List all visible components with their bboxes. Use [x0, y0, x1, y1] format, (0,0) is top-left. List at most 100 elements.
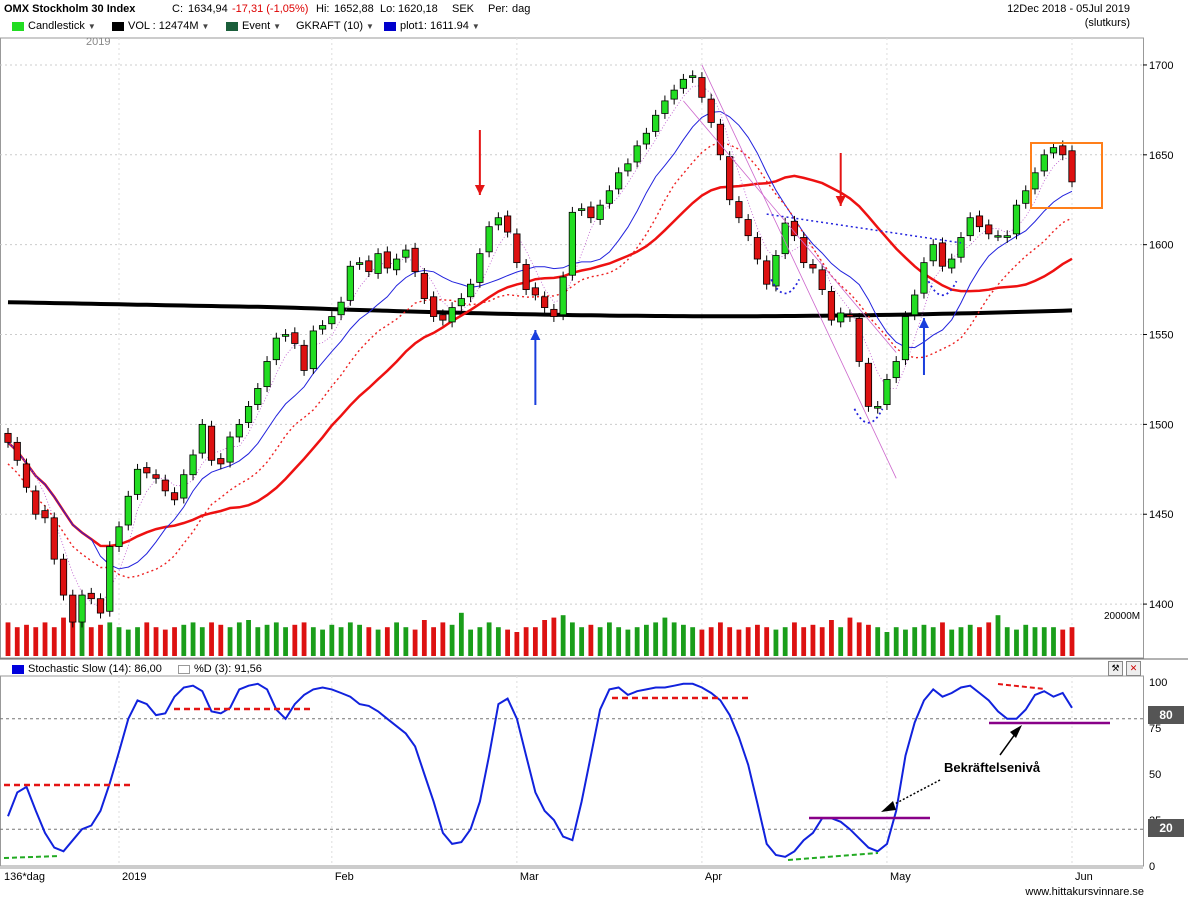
candle-body — [975, 215, 984, 228]
period-label: Per: — [488, 3, 509, 15]
candle-body — [652, 114, 660, 132]
volume-bar — [477, 627, 483, 656]
volume-bar — [135, 627, 140, 656]
stoch-tick-label: 75 — [1149, 723, 1161, 735]
volume-bar — [227, 627, 233, 656]
candle-body — [587, 206, 595, 219]
volume-bar — [856, 622, 862, 656]
chevron-down-icon[interactable]: ▼ — [273, 22, 282, 31]
volume-bar — [616, 627, 622, 656]
wrench-icon[interactable]: ⚒ — [1108, 661, 1123, 676]
legend-candlestick[interactable]: Candlestick ▼ — [12, 18, 96, 34]
plot1-swatch-icon — [384, 21, 396, 31]
candle-body — [744, 219, 752, 237]
candle-body — [50, 517, 58, 560]
candle-body — [615, 172, 623, 190]
legend-event[interactable]: Event ▼ — [226, 18, 281, 34]
candle-body — [827, 290, 836, 321]
candle-body — [180, 474, 188, 499]
volume-bar — [782, 627, 788, 656]
instrument-title: OMX Stockholm 30 Index — [4, 3, 136, 15]
volume-bar — [625, 629, 631, 656]
volume-bar — [662, 617, 668, 656]
buy-arrow-head — [918, 318, 929, 328]
candle-body — [550, 308, 558, 317]
candlestick-swatch-icon — [12, 21, 24, 31]
volume-bar — [357, 624, 362, 656]
divergence-arrow — [3, 855, 61, 859]
candle-body — [13, 441, 21, 461]
volume-bar — [745, 627, 751, 656]
volume-bar — [903, 629, 908, 656]
hi-label: Hi: — [316, 3, 330, 15]
volume-bar — [273, 622, 279, 656]
volume-bar — [384, 627, 390, 656]
volume-bar — [542, 620, 548, 656]
candle-body — [513, 233, 521, 264]
volume-bar — [209, 622, 214, 656]
candle-body — [605, 190, 613, 204]
candle-body — [41, 510, 49, 519]
close-icon[interactable]: ✕ — [1126, 661, 1141, 676]
plot1-line — [7, 110, 1073, 570]
volume-swatch-icon — [112, 21, 124, 31]
price-tick-label: 1550 — [1149, 330, 1173, 342]
volume-bar — [172, 627, 177, 656]
candle-body — [1040, 154, 1048, 172]
close-value: 1634,94 — [188, 3, 228, 15]
candle-body — [846, 314, 854, 317]
date-range: 12Dec 2018 - 05Jul 2019 — [1007, 3, 1130, 15]
legend-plot1[interactable]: plot1: 1611.94 ▼ — [384, 18, 480, 34]
chevron-down-icon[interactable]: ▼ — [366, 22, 374, 31]
stoch-swatch-icon — [12, 664, 24, 674]
event-swatch-icon — [226, 21, 238, 31]
candle-body — [161, 479, 169, 492]
candle-body — [920, 262, 928, 294]
candle-body — [22, 463, 31, 488]
legend-volume[interactable]: VOL : 12474M ▼ — [112, 18, 209, 34]
chevron-down-icon[interactable]: ▼ — [87, 22, 96, 31]
legend-gkraft[interactable]: GKRAFT (10) ▼ — [296, 18, 374, 34]
volume-bar — [940, 622, 945, 656]
volume-bar — [1041, 627, 1047, 656]
candle-body — [365, 260, 373, 273]
volume-bar — [514, 632, 520, 656]
bottom-marker — [770, 278, 800, 295]
volume-bar — [579, 627, 585, 656]
candle-body — [457, 298, 465, 307]
candle-body — [235, 423, 243, 438]
chevron-down-icon[interactable]: ▼ — [201, 22, 210, 31]
candle-body — [328, 316, 336, 325]
candle-body — [966, 217, 974, 237]
volume-bar — [88, 627, 94, 656]
volume-bar — [264, 624, 270, 656]
volume-bar — [1004, 627, 1010, 656]
stoch-legend[interactable]: Stochastic Slow (14): 86,00 — [12, 663, 162, 675]
candle-body — [735, 201, 743, 219]
price-type: (slutkurs) — [1084, 17, 1130, 29]
stoch-level-20-badge: 20 — [1148, 819, 1184, 837]
stoch-tick-label: 0 — [1149, 861, 1155, 873]
volume-bar — [560, 615, 566, 656]
volume-bar — [949, 629, 955, 656]
candles — [4, 70, 1076, 628]
candle-body — [59, 558, 68, 596]
annotations — [474, 64, 1103, 479]
volume-bar — [375, 629, 381, 656]
candle-body — [1031, 172, 1039, 190]
candle-body — [244, 406, 253, 423]
stoch-level-80-badge: 80 — [1148, 706, 1184, 724]
candle-body — [281, 334, 290, 337]
candle-body — [948, 258, 956, 269]
candle-body — [115, 526, 123, 547]
volume-bar — [847, 617, 853, 656]
time-label: 136*dag — [4, 871, 45, 883]
candle-body — [217, 458, 225, 465]
d-legend[interactable]: %D (3): 91,56 — [178, 663, 262, 675]
candle-body — [531, 287, 539, 296]
legend-row: Candlestick ▼ VOL : 12474M ▼ Event ▼ GKRAFT… — [0, 18, 1188, 34]
chevron-down-icon[interactable]: ▼ — [471, 22, 480, 31]
candle-body — [698, 77, 706, 98]
